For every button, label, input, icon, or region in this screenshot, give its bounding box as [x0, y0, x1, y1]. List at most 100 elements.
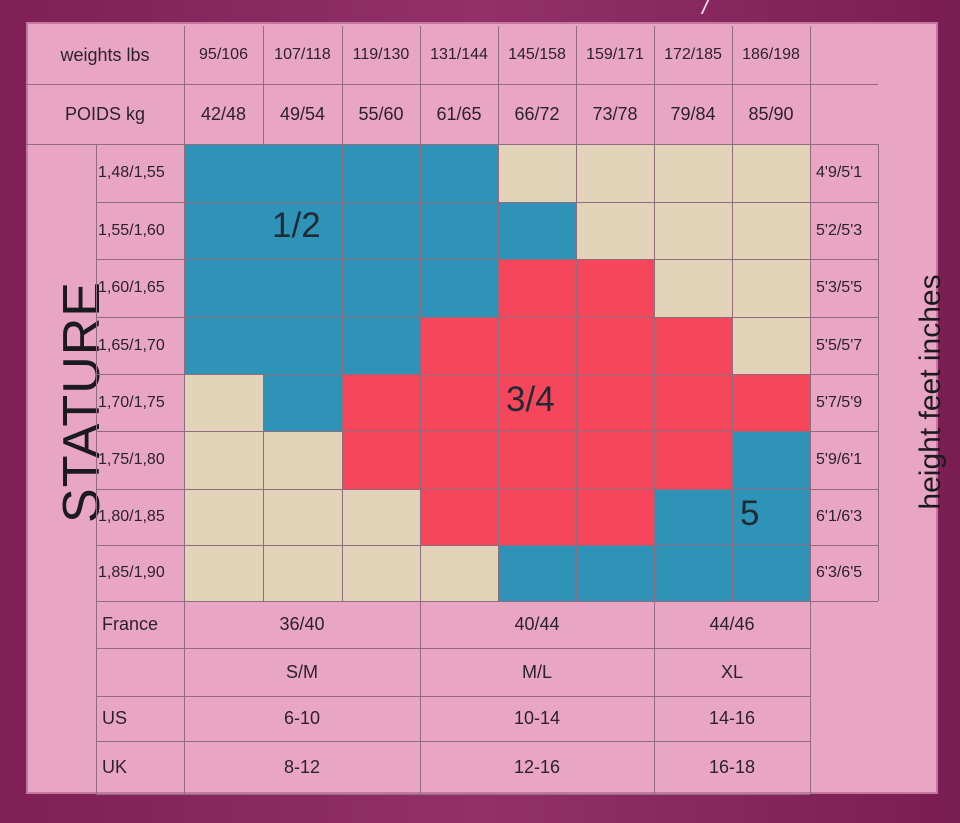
size-label-large: 5: [740, 494, 760, 533]
size-cell: [732, 259, 810, 317]
size-cell: [732, 489, 810, 545]
size-cell: [498, 202, 576, 259]
grid-line: [96, 601, 810, 602]
size-cell: [263, 202, 342, 259]
grid-line: [342, 144, 343, 601]
size-cell: [263, 431, 342, 489]
size-cell: [498, 545, 576, 601]
size-cell: [498, 259, 576, 317]
grid-line: [878, 144, 879, 601]
size-cell: [184, 202, 263, 259]
size-cell: [342, 144, 420, 202]
size-cell: [342, 489, 420, 545]
size-cell: [263, 545, 342, 601]
grid-line: [96, 144, 97, 794]
grid-line: [420, 601, 421, 794]
size-cell: [732, 431, 810, 489]
size-cell: [498, 431, 576, 489]
stature-metric-cell: 1,80/1,85: [98, 508, 165, 525]
size-cell: [420, 489, 498, 545]
size-label-small: 1/2: [272, 206, 321, 245]
france-label: France: [102, 614, 159, 634]
size-cell: [263, 317, 342, 374]
size-cell: [498, 489, 576, 545]
weight-lbs-cell: 159/171: [586, 46, 644, 63]
grid-line: [96, 259, 878, 260]
size-cell: [654, 489, 732, 545]
uk-size-cell: 16-18: [708, 757, 756, 777]
size-cell: [576, 489, 654, 545]
uk-size-cell: 12-16: [513, 757, 561, 777]
height-feet-cell: 5'2/5'3: [816, 221, 863, 239]
grid-line: [498, 26, 499, 144]
weight-kg-cell: 42/48: [200, 103, 247, 124]
poids-label: POIDS kg: [64, 103, 146, 124]
size-cell: [654, 202, 732, 259]
size-cell: [732, 144, 810, 202]
size-cell: [576, 545, 654, 601]
france-size-cell: 44/46: [709, 614, 755, 634]
size-cell: [420, 374, 498, 431]
grid-line: [810, 601, 811, 794]
size-cell: [184, 431, 263, 489]
grid-line: [96, 374, 878, 375]
size-cell: [420, 144, 498, 202]
size-cell: [420, 259, 498, 317]
size-cell: [184, 317, 263, 374]
grid-line: [96, 202, 878, 203]
stature-metric-cell: 1,55/1,60: [98, 221, 165, 239]
size-cell: [342, 202, 420, 259]
uk-label: UK: [102, 757, 128, 777]
us-size-cell: 14-16: [708, 708, 756, 728]
size-cell: [184, 489, 263, 545]
weight-lbs-cell: 119/130: [352, 46, 410, 63]
size-cell: [263, 259, 342, 317]
weight-lbs-cell: 95/106: [199, 46, 248, 63]
height-feet-cell: 6'1/6'3: [816, 508, 863, 525]
france-size-cell: 36/40: [279, 614, 325, 634]
size-cell: [654, 317, 732, 374]
size-cell: [420, 202, 498, 259]
size-cell: [732, 202, 810, 259]
letters-size-cell: M/L: [521, 661, 552, 682]
grid-line: [96, 317, 878, 318]
size-cell: [184, 259, 263, 317]
us-size-cell: 10-14: [513, 708, 561, 728]
weight-lbs-cell: 131/144: [430, 46, 488, 63]
stature-metric-cell: 1,75/1,80: [98, 451, 165, 468]
size-cell: [342, 259, 420, 317]
grid-line: [184, 601, 185, 794]
weight-kg-cell: 49/54: [279, 103, 326, 124]
size-cell: [732, 545, 810, 601]
weight-lbs-cell: 186/198: [742, 46, 800, 63]
weight-lbs-cell: 107/118: [274, 46, 331, 63]
size-cell: [184, 545, 263, 601]
size-cell: [342, 317, 420, 374]
weight-kg-cell: 61/65: [436, 103, 482, 124]
size-cell: [420, 431, 498, 489]
weight-kg-cell: 73/78: [592, 103, 638, 124]
height-feet-cell: 5'7/5'9: [816, 393, 863, 411]
size-cell: [342, 545, 420, 601]
size-cell: [184, 374, 263, 431]
stature-metric-cell: 1,48/1,55: [98, 164, 165, 181]
grid-line: [96, 741, 810, 742]
size-cell: [263, 489, 342, 545]
grid-line: [810, 144, 811, 601]
size-cell: [732, 317, 810, 374]
size-cell: [184, 144, 263, 202]
letters-size-cell: S/M: [285, 661, 318, 682]
grid-line: [576, 144, 577, 601]
grid-line: [342, 26, 343, 144]
height-feet-cell: 5'9/6'1: [816, 451, 863, 468]
size-cell: [654, 431, 732, 489]
grid-line: [654, 144, 655, 601]
weight-lbs-cell: 172/185: [664, 46, 722, 63]
size-cell: [576, 317, 654, 374]
weight-kg-cell: 55/60: [358, 103, 404, 124]
grid-line: [96, 648, 810, 649]
grid-line: [810, 26, 811, 144]
grid-line: [96, 489, 878, 490]
us-size-cell: 6-10: [283, 708, 321, 728]
size-cell: [576, 431, 654, 489]
